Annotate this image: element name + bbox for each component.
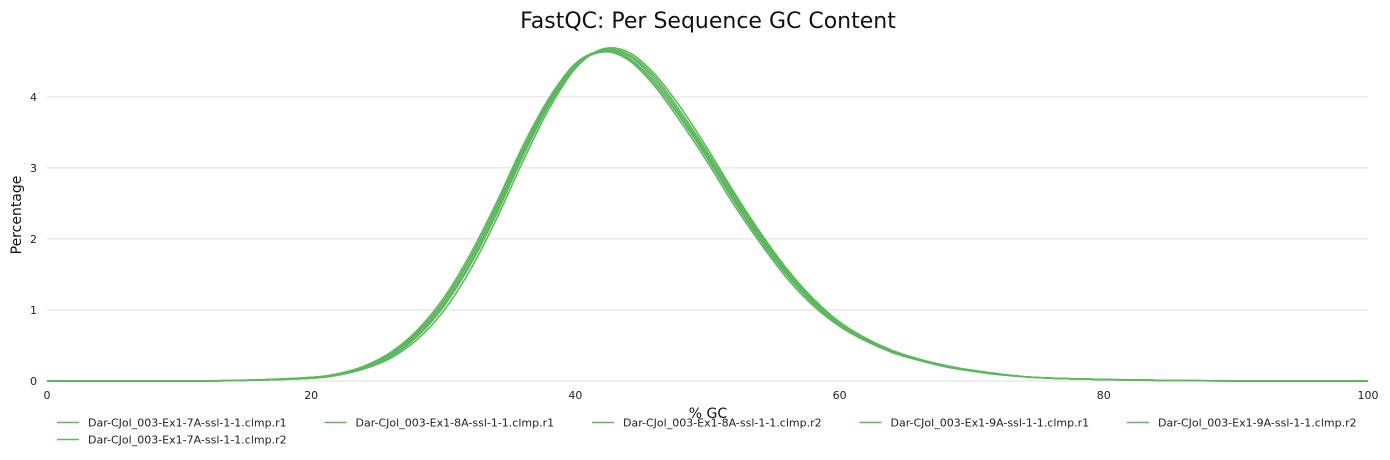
x-tick-label: 40 [568,389,582,402]
legend-item[interactable]: Dar-CJol_003-Ex1-7A-ssl-1-1.clmp.r2 [57,434,287,447]
x-tick-label: 60 [833,389,847,402]
x-axis-label: % GC [689,406,728,422]
legend-item[interactable]: Dar-CJol_003-Ex1-8A-ssl-1-1.clmp.r1 [324,417,555,430]
x-tick-label: 80 [1097,389,1111,402]
legend-label: Dar-CJol_003-Ex1-7A-ssl-1-1.clmp.r1 [88,417,287,430]
y-tick-label: 4 [30,91,37,104]
series-line-2 [46,50,1369,382]
series-lines [46,47,1369,382]
y-tick-label: 1 [30,304,37,317]
series-line-5 [46,47,1369,382]
series-line-6 [46,49,1369,382]
y-axis-label: Percentage [9,176,25,255]
legend-label: Dar-CJol_003-Ex1-9A-ssl-1-1.clmp.r2 [1158,417,1357,430]
legend-label: Dar-CJol_003-Ex1-8A-ssl-1-1.clmp.r1 [356,417,555,430]
y-axis-ticks: 0 1 2 3 4 [30,91,37,388]
x-tick-label: 0 [44,389,51,402]
series-line-3 [46,48,1369,382]
x-tick-label: 100 [1358,389,1379,402]
legend-item[interactable]: Dar-CJol_003-Ex1-7A-ssl-1-1.clmp.r1 [57,417,287,430]
legend-label: Dar-CJol_003-Ex1-7A-ssl-1-1.clmp.r2 [88,434,287,447]
legend-item[interactable]: Dar-CJol_003-Ex1-9A-ssl-1-1.clmp.r1 [859,417,1090,430]
chart-title: FastQC: Per Sequence GC Content [520,9,896,34]
x-axis-ticks: 0 20 40 60 80 100 [44,389,1379,402]
gridlines [47,96,1368,382]
x-tick-label: 20 [304,389,318,402]
y-tick-label: 3 [30,162,37,175]
y-tick-label: 2 [30,233,37,246]
series-line-4 [46,50,1369,382]
series-line-1 [46,49,1369,382]
legend-label: Dar-CJol_003-Ex1-8A-ssl-1-1.clmp.r2 [623,417,822,430]
legend-label: Dar-CJol_003-Ex1-9A-ssl-1-1.clmp.r1 [891,417,1090,430]
legend-item[interactable]: Dar-CJol_003-Ex1-8A-ssl-1-1.clmp.r2 [592,417,822,430]
y-tick-label: 0 [30,375,37,388]
legend-item[interactable]: Dar-CJol_003-Ex1-9A-ssl-1-1.clmp.r2 [1127,417,1357,430]
legend: Dar-CJol_003-Ex1-7A-ssl-1-1.clmp.r1 Dar-C… [57,417,1357,447]
